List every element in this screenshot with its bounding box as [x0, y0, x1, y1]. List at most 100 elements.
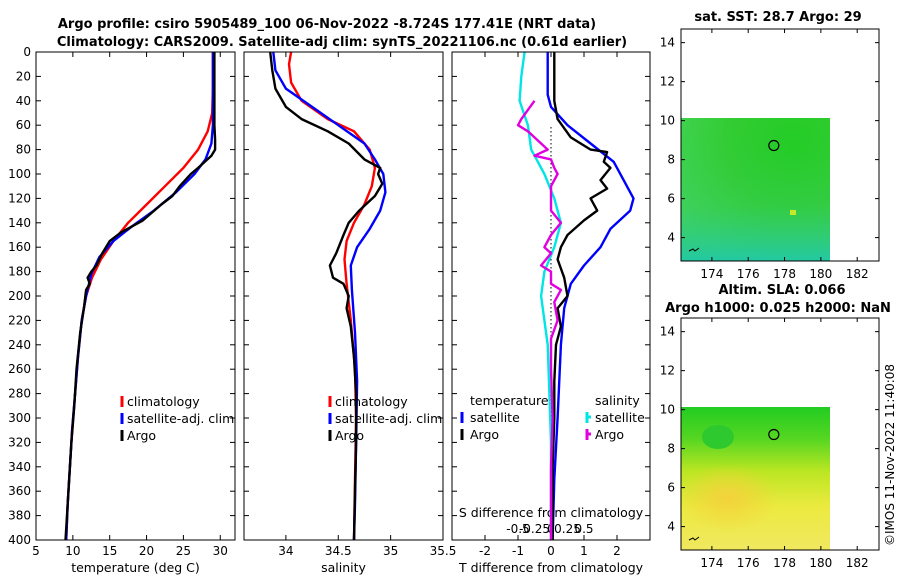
map-frame	[680, 317, 880, 551]
series-argo	[269, 52, 384, 540]
x-tick-label: 0	[547, 544, 555, 558]
series-satellite-adj-clim	[272, 52, 387, 540]
legend-label: satellite-adj. clim	[335, 411, 442, 426]
x-tick-label: 5	[32, 544, 40, 558]
y-tick-label: 360	[8, 484, 31, 498]
y-tick-label: 40	[16, 94, 31, 108]
map-x-tick-label: 174	[700, 267, 723, 281]
x-tick-label: 35.5	[430, 544, 457, 558]
x-tick-label: 20	[139, 544, 154, 558]
temperature-panel: 0 20 40 60 80 100 120 140 160 180 200 220 240 260 280 3…	[8, 45, 236, 575]
series-climatology	[287, 52, 377, 540]
map-y-tick-label: 4	[667, 231, 675, 245]
axes-frame	[243, 51, 444, 541]
y-tick-label: 240	[8, 338, 31, 352]
sla-low-eddy	[702, 425, 734, 449]
y-tick-label: 180	[8, 265, 31, 279]
x-axis-label: temperature (deg C)	[71, 560, 200, 575]
map-x-tick-label: 178	[773, 267, 796, 281]
y-tick-label: 320	[8, 435, 31, 449]
y-tick-label: 20	[16, 69, 31, 83]
x-axis-label: T difference from climatology	[458, 560, 644, 575]
map-x-tick-label: 182	[846, 556, 869, 570]
sst-map-title: sat. SST: 28.7 Argo: 29	[694, 10, 861, 25]
legend-label: Argo	[127, 428, 156, 443]
y-tick-label: 260	[8, 362, 31, 376]
y-tick-label: 280	[8, 387, 31, 401]
legend-label: satellite	[470, 410, 520, 425]
x-tick-label: 35	[383, 544, 398, 558]
y-tick-label: 300	[8, 411, 31, 425]
map-frame	[680, 28, 880, 262]
map-y-tick-label: 4	[667, 520, 675, 534]
map-x-tick-label: 178	[773, 556, 796, 570]
figure-title-line2: Climatology: CARS2009. Satellite-adj cli…	[57, 35, 627, 50]
legend-label: satellite	[595, 410, 645, 425]
coastline-fragment	[688, 247, 700, 252]
y-tick-label: 340	[8, 460, 31, 474]
x-tick-label: 2	[613, 544, 621, 558]
x-tick-label: 15	[102, 544, 117, 558]
x-tick-label: -1	[512, 544, 524, 558]
s-diff-tick-label: 0.25	[554, 522, 581, 536]
x-axis-label: salinity	[321, 560, 366, 575]
y-tick-label: 200	[8, 289, 31, 303]
map-y-tick-label: 6	[667, 481, 675, 495]
map-y-tick-label: 8	[667, 442, 675, 456]
sla-map-panel: Altim. SLA: 0.066 Argo h1000: 0.025 h200…	[660, 283, 891, 570]
map-x-tick-label: 176	[737, 556, 760, 570]
legend-label: Argo	[335, 428, 364, 443]
y-tick-label: 380	[8, 509, 31, 523]
legend-label: satellite-adj. clim	[127, 411, 234, 426]
y-tick-label: 400	[8, 533, 31, 547]
map-y-tick-label: 12	[660, 364, 675, 378]
y-tick-label: 100	[8, 167, 31, 181]
sst-warm-pixel	[790, 210, 796, 215]
s-diff-tick-label: -0.5	[506, 522, 529, 536]
y-tick-label: 0	[23, 45, 31, 59]
axes-frame	[451, 51, 651, 541]
x-tick-label: 34	[278, 544, 293, 558]
series-s-satellite	[518, 52, 563, 540]
legend-title-temperature: temperature	[470, 393, 549, 408]
axes-frame	[35, 51, 236, 541]
legend-label: Argo	[595, 427, 624, 442]
y-tick-label: 220	[8, 313, 31, 327]
series-s-argo	[516, 100, 563, 540]
map-x-tick-label: 182	[846, 267, 869, 281]
map-x-tick-label: 180	[809, 556, 832, 570]
x-tick-label: 30	[213, 544, 228, 558]
map-x-tick-label: 176	[737, 267, 760, 281]
map-y-tick-label: 6	[667, 192, 675, 206]
difference-panel: -2 -1 0 1 2-0.5-0.250 0.250.5S difference fro…	[451, 51, 651, 575]
map-y-tick-label: 14	[660, 36, 675, 50]
series-t-satellite	[546, 52, 635, 540]
series-climatology	[65, 52, 215, 540]
y-tick-label: 80	[16, 143, 31, 157]
s-diff-tick-label: 0.5	[574, 522, 593, 536]
series-satellite-adj-clim	[65, 52, 215, 540]
float-position-marker	[768, 139, 780, 152]
map-y-tick-label: 8	[667, 153, 675, 167]
x-tick-label: 34.5	[325, 544, 352, 558]
y-tick-label: 60	[16, 118, 31, 132]
series-argo	[64, 52, 217, 540]
footer-stamp: ©IMOS 11-Nov-2022 11:40:08	[883, 364, 897, 546]
y-tick-label: 120	[8, 191, 31, 205]
x-tick-label: 10	[65, 544, 80, 558]
map-y-tick-label: 10	[660, 403, 675, 417]
map-y-tick-label: 14	[660, 325, 675, 339]
sla-map-title-line1: Altim. SLA: 0.066	[719, 283, 846, 298]
map-y-tick-label: 12	[660, 75, 675, 89]
x-tick-label: -2	[479, 544, 491, 558]
legend-title-salinity: salinity	[595, 393, 640, 408]
series-t-argo	[551, 52, 612, 540]
y-tick-label: 160	[8, 240, 31, 254]
legend-label: climatology	[335, 394, 408, 409]
map-y-tick-label: 10	[660, 114, 675, 128]
map-x-tick-label: 174	[700, 556, 723, 570]
y-tick-label: 140	[8, 216, 31, 230]
sla-high-region	[678, 464, 778, 532]
coastline-fragment	[688, 536, 700, 541]
